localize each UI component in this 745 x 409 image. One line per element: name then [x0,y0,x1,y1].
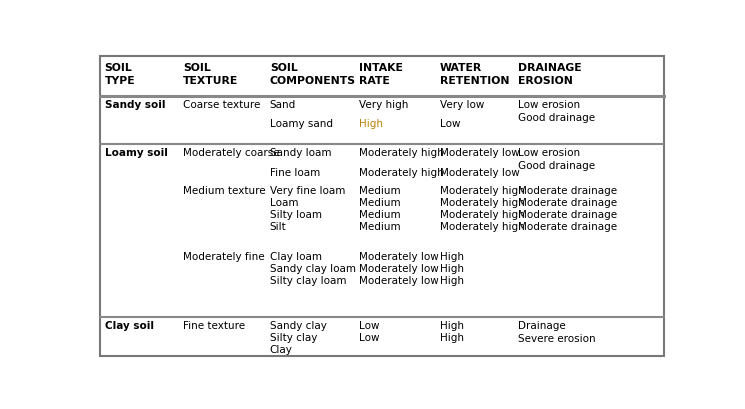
Text: Medium: Medium [359,198,400,208]
Text: Moderate drainage: Moderate drainage [518,210,617,220]
Text: Very fine loam: Very fine loam [270,186,345,196]
Text: Moderately low: Moderately low [359,264,439,274]
Text: Medium: Medium [359,210,400,220]
Text: Fine loam: Fine loam [270,168,320,178]
Text: Moderately high: Moderately high [359,148,443,158]
Text: Loamy soil: Loamy soil [104,148,168,158]
Text: Sandy loam: Sandy loam [270,148,332,158]
Text: Medium: Medium [359,186,400,196]
Text: Clay: Clay [270,345,293,355]
Text: Silty clay loam: Silty clay loam [270,276,346,286]
Text: SOIL
TYPE: SOIL TYPE [104,63,136,86]
Text: High: High [440,333,463,343]
Text: High: High [359,119,383,129]
Text: Moderately high: Moderately high [440,222,524,232]
Text: Moderately high: Moderately high [359,168,443,178]
Text: WATER
RETENTION: WATER RETENTION [440,63,509,86]
Text: Very low: Very low [440,100,484,110]
Text: Drainage
Severe erosion: Drainage Severe erosion [518,321,596,344]
Text: Moderately coarse: Moderately coarse [183,148,280,158]
Text: INTAKE
RATE: INTAKE RATE [359,63,402,86]
Text: High: High [440,252,463,262]
Text: High: High [440,321,463,331]
Text: Medium: Medium [359,222,400,232]
Text: Moderately low: Moderately low [359,252,439,262]
Text: Moderately low: Moderately low [440,168,519,178]
Text: Moderately high: Moderately high [440,210,524,220]
Text: Low: Low [359,321,379,331]
Text: Low: Low [440,119,460,129]
Text: Clay loam: Clay loam [270,252,322,262]
Text: Low: Low [359,333,379,343]
Text: Moderate drainage: Moderate drainage [518,198,617,208]
Text: Sand: Sand [270,100,296,110]
Text: Sandy clay loam: Sandy clay loam [270,264,356,274]
Text: SOIL
COMPONENTS: SOIL COMPONENTS [270,63,356,86]
Text: Moderately high: Moderately high [440,198,524,208]
Text: Very high: Very high [359,100,408,110]
Text: Moderate drainage: Moderate drainage [518,186,617,196]
Text: DRAINAGE
EROSION: DRAINAGE EROSION [518,63,582,86]
Text: Silty loam: Silty loam [270,210,322,220]
Text: Silt: Silt [270,222,287,232]
Text: Low erosion
Good drainage: Low erosion Good drainage [518,100,595,123]
Text: Moderately fine: Moderately fine [183,252,264,262]
Text: Moderately high: Moderately high [440,186,524,196]
Text: Moderately low: Moderately low [440,148,519,158]
Text: Coarse texture: Coarse texture [183,100,261,110]
Text: Silty clay: Silty clay [270,333,317,343]
Text: Moderately low: Moderately low [359,276,439,286]
Text: Medium texture: Medium texture [183,186,266,196]
Text: SOIL
TEXTURE: SOIL TEXTURE [183,63,238,86]
Text: Loamy sand: Loamy sand [270,119,333,129]
Text: Sandy soil: Sandy soil [104,100,165,110]
Text: High: High [440,276,463,286]
Text: High: High [440,264,463,274]
Text: Clay soil: Clay soil [104,321,153,331]
Text: Sandy clay: Sandy clay [270,321,326,331]
Text: Fine texture: Fine texture [183,321,245,331]
Text: Low erosion
Good drainage: Low erosion Good drainage [518,148,595,171]
Text: Moderate drainage: Moderate drainage [518,222,617,232]
Text: Loam: Loam [270,198,298,208]
